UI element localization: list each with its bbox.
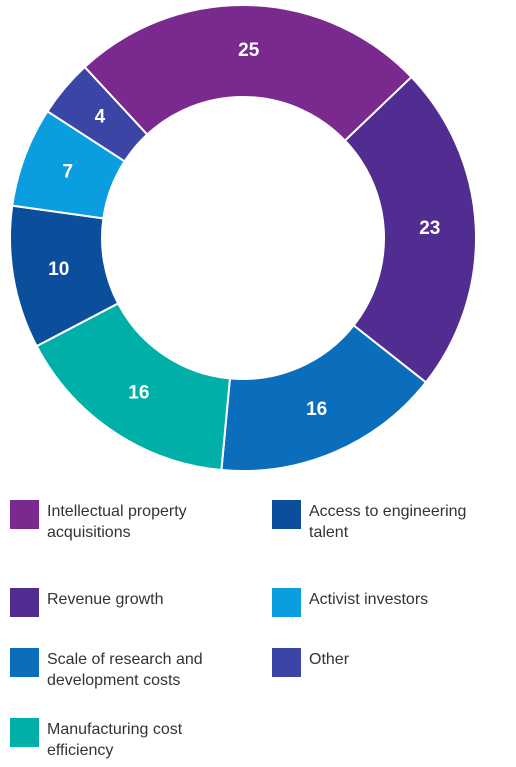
legend-swatch <box>10 588 39 617</box>
legend-swatch <box>272 500 301 529</box>
donut-segment <box>46 65 149 163</box>
data-label: 10 <box>48 259 69 280</box>
legend-label: Scale of research and development costs <box>47 651 203 689</box>
legend-item: Activist investors <box>272 588 509 617</box>
data-label: 16 <box>306 399 327 420</box>
legend-item: Revenue growth <box>10 588 237 617</box>
donut-segment <box>343 75 477 384</box>
legend-item: Scale of research and development costs <box>10 648 237 691</box>
legend-swatch <box>10 718 39 747</box>
donut-segment <box>83 4 413 143</box>
data-label: 16 <box>128 382 149 403</box>
data-label: 23 <box>419 218 440 239</box>
legend-label: Manufacturing cost efficiency <box>47 721 183 759</box>
legend-item: Intellectual property acquisitions <box>10 500 237 543</box>
data-label: 4 <box>95 107 106 128</box>
legend-item: Access to engineering talent <box>272 500 509 543</box>
legend-swatch <box>272 588 301 617</box>
legend-label: Access to engineering talent <box>309 503 467 541</box>
data-label: 7 <box>63 162 74 183</box>
legend-label: Other <box>309 651 350 668</box>
legend-swatch <box>272 648 301 677</box>
legend-item: Manufacturing cost efficiency <box>10 718 237 761</box>
legend-label: Activist investors <box>309 591 429 608</box>
data-label: 25 <box>238 40 260 61</box>
legend-item: Other <box>272 648 509 677</box>
legend-swatch <box>10 500 39 529</box>
legend-label: Intellectual property acquisitions <box>47 503 187 541</box>
donut-chart: 25 23 16 16 10 7 4 <box>9 4 477 472</box>
legend-swatch <box>10 648 39 677</box>
legend-label: Revenue growth <box>47 591 164 608</box>
